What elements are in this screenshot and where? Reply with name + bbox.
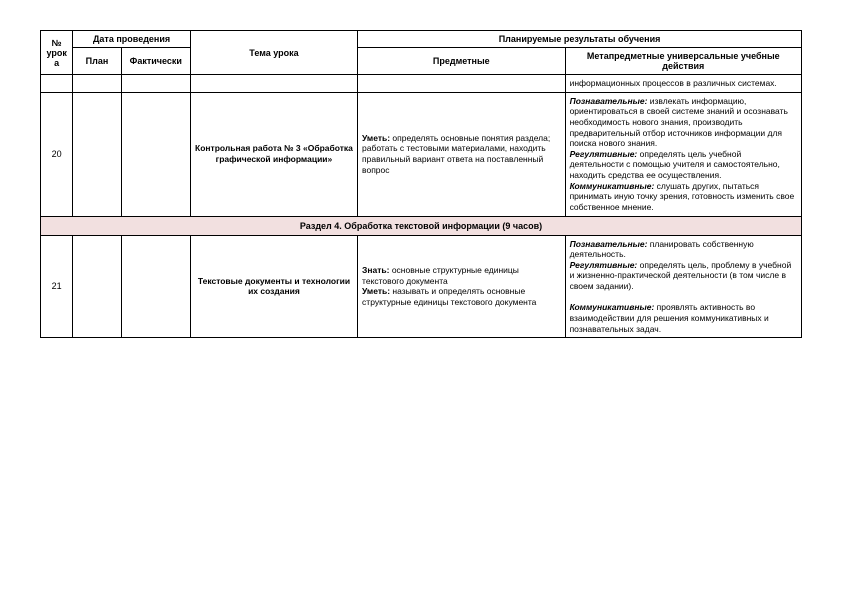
header-subject: Предметные — [358, 48, 566, 75]
r20-subject-label: Уметь: — [362, 133, 390, 143]
r20-subject: Уметь: определять основные понятия разде… — [358, 92, 566, 216]
carryover-num — [41, 75, 73, 93]
r21-topic: Текстовые документы и технологии их созд… — [190, 235, 357, 338]
r20-topic: Контрольная работа № 3 «Обработка графич… — [190, 92, 357, 216]
r21-meta-kom-label: Коммуникативные: — [570, 302, 655, 312]
r20-plan — [73, 92, 121, 216]
carryover-meta: информационных процессов в различных сис… — [565, 75, 801, 93]
header-fact: Фактически — [121, 48, 190, 75]
row-20: 20 Контрольная работа № 3 «Обработка гра… — [41, 92, 802, 216]
carryover-fact — [121, 75, 190, 93]
carryover-plan — [73, 75, 121, 93]
r20-meta-kom-label: Коммуникативные: — [570, 181, 655, 191]
section-title: Раздел 4. Обработка текстовой информации… — [41, 216, 802, 235]
r20-meta-poz-label: Познавательные: — [570, 96, 648, 106]
r21-meta-poz-label: Познавательные: — [570, 239, 648, 249]
header-date-group: Дата проведения — [73, 31, 191, 48]
r21-meta-reg-label: Регулятивные: — [570, 260, 638, 270]
carryover-subject — [358, 75, 566, 93]
header-row-1: № урок а Дата проведения Тема урока План… — [41, 31, 802, 48]
header-meta: Метапредметные универсальные учебные дей… — [565, 48, 801, 75]
header-num: № урок а — [41, 31, 73, 75]
r21-subject-u-label: Уметь: — [362, 286, 390, 296]
r21-subject: Знать: основные структурные единицы текс… — [358, 235, 566, 338]
header-topic: Тема урока — [190, 31, 357, 75]
r21-num: 21 — [41, 235, 73, 338]
carryover-topic — [190, 75, 357, 93]
r21-subject-z-label: Знать: — [362, 265, 389, 275]
header-results-group: Планируемые результаты обучения — [358, 31, 802, 48]
r21-meta: Познавательные: планировать собственную … — [565, 235, 801, 338]
r20-fact — [121, 92, 190, 216]
section-row: Раздел 4. Обработка текстовой информации… — [41, 216, 802, 235]
r20-num: 20 — [41, 92, 73, 216]
r20-subject-text: определять основные понятия раздела; раб… — [362, 133, 550, 175]
row-21: 21 Текстовые документы и технологии их с… — [41, 235, 802, 338]
r21-fact — [121, 235, 190, 338]
r20-meta: Познавательные: извлекать информацию, ор… — [565, 92, 801, 216]
r21-plan — [73, 235, 121, 338]
header-row-2: План Фактически Предметные Метапредметны… — [41, 48, 802, 75]
header-plan: План — [73, 48, 121, 75]
r20-meta-reg-label: Регулятивные: — [570, 149, 638, 159]
curriculum-table: № урок а Дата проведения Тема урока План… — [40, 30, 802, 338]
carryover-row: информационных процессов в различных сис… — [41, 75, 802, 93]
